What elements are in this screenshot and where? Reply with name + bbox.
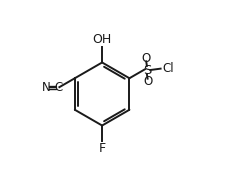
Text: O: O <box>141 52 150 65</box>
Text: O: O <box>142 75 152 88</box>
Text: N: N <box>42 81 51 94</box>
Text: Cl: Cl <box>161 62 173 75</box>
Text: S: S <box>142 64 151 77</box>
Text: C: C <box>54 81 62 94</box>
Text: F: F <box>98 142 105 155</box>
Text: OH: OH <box>92 33 111 46</box>
